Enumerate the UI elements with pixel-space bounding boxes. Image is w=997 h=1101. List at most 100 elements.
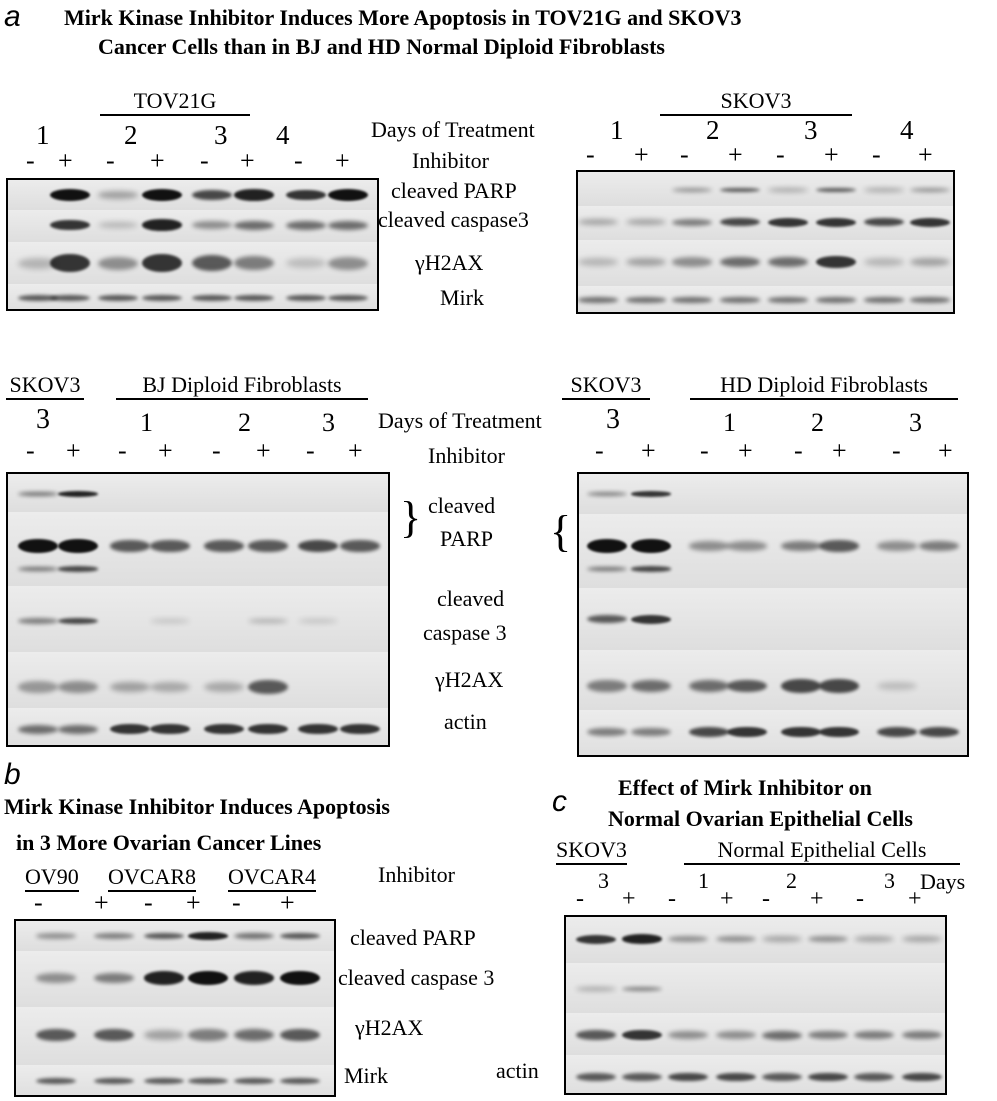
panel-c-blot-band [854,936,894,942]
skov3-top-blot-band [864,217,904,227]
hd-blot-band [819,726,859,738]
hd-treatment-0: - [595,436,604,465]
hd-blot-band [919,726,959,738]
skov3-day-1: 2 [706,115,720,145]
bj-fibroblasts-label: BJ Diploid Fibroblasts [116,372,368,400]
tov21g-blot-band [286,257,326,269]
hd-blot-band [587,680,627,692]
ov90-label: OV90 [25,864,79,892]
hd-treatment-4: - [794,436,803,465]
c-day-0: 1 [698,868,709,893]
bj-blot-band [18,491,58,497]
bj-treatment-1: + [66,436,81,465]
panel-c-blot-band [576,987,616,991]
skov3-top-blot-band [672,218,712,226]
bj-day-0: 1 [140,408,153,437]
c-treatment-2: - [668,886,676,912]
tov21g-blot-band [286,220,326,230]
panel-c-title-line2: Normal Ovarian Epithelial Cells [608,806,913,831]
skov3-treatment-3: + [728,140,743,169]
ovcar8-label: OVCAR8 [108,864,197,892]
bj-blot-band [248,723,288,735]
tov21g-blot [6,178,379,311]
skov3-top-blot-band [816,187,856,193]
panel-b-blot-band [188,1077,228,1085]
panel-b-blot-band [280,971,320,985]
bj-treatment-6: - [306,436,315,465]
hd-blot-band [631,491,671,497]
panel-c-letter: c [552,785,567,818]
panel-c-blot-band [576,1073,616,1081]
panel-b-blot-band [280,1028,320,1042]
skov3-top-blot-band [768,188,808,192]
skov3-top-blot-band [910,188,950,192]
skov3-bj-label: SKOV3 [6,372,84,400]
c-treatment-6: - [856,886,864,912]
skov3-top-blot-band [672,257,712,267]
c-day-1: 2 [786,868,797,893]
days-label-c: Days [920,869,966,894]
bj-blot-band [298,540,338,552]
bj-blot-band [248,618,288,624]
bj-blot-band [18,618,58,624]
tov21g-treatment-4: - [200,146,209,175]
bj-blot-band [110,723,150,735]
inhibitor-label-bottom: Inhibitor [428,443,505,468]
skov3-treatment-7: + [918,140,933,169]
tov21g-blot-band [192,189,232,201]
b-treatment-4: - [232,888,241,917]
b-band-label-cleaved-parp: cleaved PARP [350,925,476,950]
panel-c-blot-band [668,935,708,943]
bj-blot-band [298,618,338,624]
panel-b-blot-band [94,1077,134,1085]
bj-treatment-0: - [26,436,35,465]
tov21g-treatment-3: + [150,146,165,175]
inhibitor-label-b: Inhibitor [378,862,455,887]
panel-c-blot-band [622,986,662,992]
skov3-treatment-1: + [634,140,649,169]
bj-blot-band [248,679,288,695]
skov3-day-3: 4 [900,115,914,145]
panel-b-blot-band [94,933,134,939]
tov21g-blot-band [98,221,138,229]
bj-treatment-7: + [348,436,363,465]
bj-blot-band [340,540,380,552]
panel-b-blot-band [280,932,320,940]
bj-day-2: 3 [322,408,335,437]
panel-c-blot-band [762,1073,802,1081]
skov3-top-blot-band [864,258,904,266]
panel-b-letter: b [4,758,21,791]
panel-b-blot-band [234,1029,274,1041]
hd-treatment-1: + [641,436,656,465]
b-treatment-5: + [280,888,295,917]
b-treatment-2: - [144,888,153,917]
skov3-hd-label: SKOV3 [562,372,650,400]
skov3-treatment-5: + [824,140,839,169]
band-label-gh2ax: γH2AX [415,250,484,275]
hd-blot-band [587,615,627,623]
tov21g-day-3: 4 [276,120,290,150]
panel-b-blot-band [234,1077,274,1085]
panel-b-blot-band [36,933,76,939]
panel-b-blot [14,919,336,1097]
tov21g-blot-band [234,256,274,270]
hd-blot-band [727,541,767,551]
bj-blot-band [110,540,150,552]
hd-treatment-7: + [938,436,953,465]
skov3-top-blot-band [910,217,950,227]
tov21g-blot-band [142,189,182,201]
skov3-top-blot-band [864,297,904,303]
bj-blot-band [18,724,58,734]
c-treatment-7: + [908,886,922,912]
panel-c-blot-band [622,1029,662,1041]
panel-c-blot-band [716,935,756,943]
skov3-top-blot-band [720,256,760,268]
panel-b-blot-band [144,932,184,940]
band-label-mirk: Mirk [440,285,484,310]
inhibitor-label-top: Inhibitor [412,148,489,173]
tov21g-blot-band [98,256,138,270]
bj-blot-band [150,723,190,735]
c-band-label-actin: actin [496,1058,539,1083]
panel-c-blot-band [854,1073,894,1081]
bj-blot [6,472,390,747]
